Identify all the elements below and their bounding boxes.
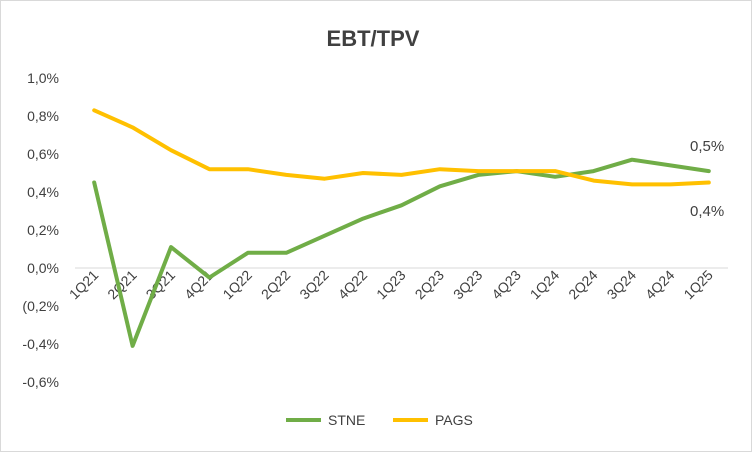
x-tick-label: 2Q24 [565,267,601,303]
x-tick-label: 1Q25 [680,267,716,303]
legend-label-pags: PAGS [435,412,473,428]
x-tick-label: 4Q22 [335,267,371,303]
x-tick-label: 2Q22 [258,267,294,303]
x-tick-label: 2Q23 [412,267,448,303]
y-tick-label: 0,6% [27,146,59,162]
series-line-pags [92,108,711,187]
y-tick-label: -0,4% [22,336,59,352]
x-tick-label: 1Q22 [219,267,255,303]
y-axis-tick-labels: 1,0% 0,8% 0,6% 0,4% 0,2% 0,0% (0,2% -0,4% -0,6% [22,70,59,390]
y-tick-label: 0,4% [27,184,59,200]
legend-label-stne: STNE [328,412,365,428]
x-tick-label: 3Q22 [296,267,332,303]
series-lines [92,108,711,348]
y-tick-label: 0,2% [27,222,59,238]
x-tick-label: 1Q23 [373,267,409,303]
chart-title: EBT/TPV [327,26,420,51]
series-line-stne [92,157,711,348]
legend: STNE PAGS [286,412,473,428]
y-tick-label: 1,0% [27,70,59,86]
x-tick-label: 4Q21 [181,267,217,303]
x-tick-label: 4Q23 [488,267,524,303]
y-tick-label: 0,0% [27,260,59,276]
y-tick-label: (0,2% [22,298,59,314]
annotation-pags-last: 0,4% [690,203,724,220]
annotation-stne-last: 0,5% [690,138,724,155]
y-tick-label: 0,8% [27,108,59,124]
x-tick-label: 1Q21 [66,267,102,303]
x-tick-label: 3Q23 [450,267,486,303]
x-tick-label: 1Q24 [527,267,563,303]
y-tick-label: -0,6% [22,374,59,390]
x-tick-label: 4Q24 [642,267,678,303]
x-tick-label: 3Q24 [604,267,640,303]
